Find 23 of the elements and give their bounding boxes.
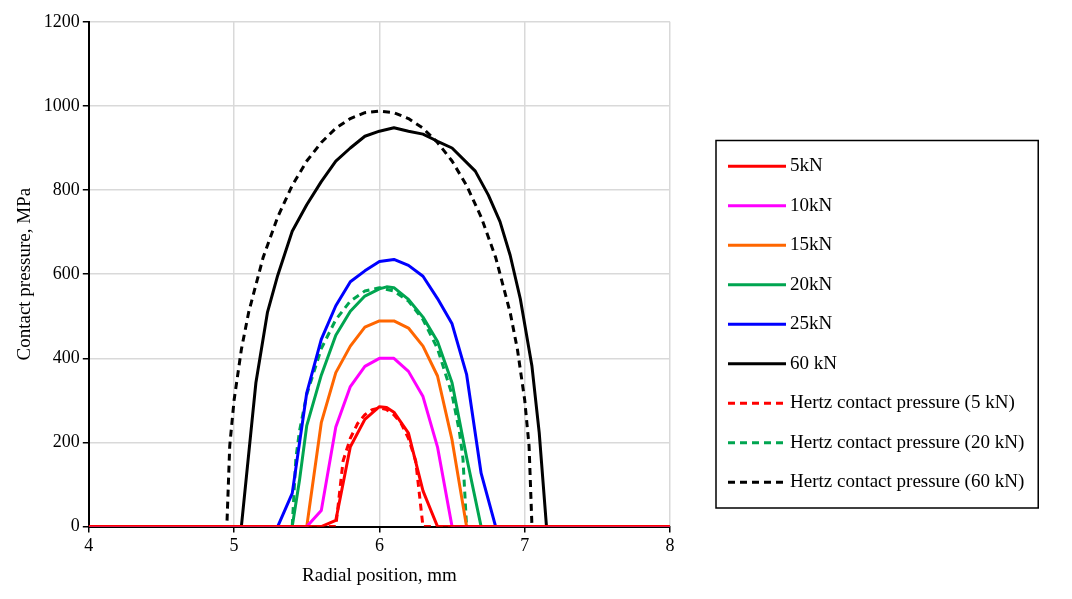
- y-tick-label: 600: [52, 262, 80, 283]
- legend-label: 5kN: [790, 154, 823, 176]
- x-axis-title: Radial position, mm: [302, 563, 457, 585]
- y-tick-label: 1000: [43, 94, 80, 115]
- legend-label: Hertz contact pressure (5 kN): [790, 391, 1015, 414]
- legend-label: 20kN: [790, 272, 833, 294]
- legend-label: 10kN: [790, 193, 833, 215]
- legend-label: Hertz contact pressure (60 kN): [790, 470, 1025, 493]
- y-tick-label: 400: [52, 347, 80, 368]
- y-tick-label: 200: [52, 431, 80, 452]
- x-tick-label: 5: [229, 535, 239, 556]
- legend-label: 15kN: [790, 233, 833, 255]
- x-tick-label: 6: [374, 535, 384, 556]
- x-tick-label: 7: [520, 535, 530, 556]
- y-tick-label: 800: [52, 178, 80, 199]
- legend-label: 60 kN: [790, 351, 838, 373]
- y-tick-label: 1200: [43, 10, 80, 31]
- x-tick-label: 8: [665, 535, 675, 556]
- x-tick-label: 4: [84, 535, 94, 556]
- y-axis-title: Contact pressure, MPa: [13, 187, 35, 361]
- legend-label: Hertz contact pressure (20 kN): [790, 430, 1025, 453]
- y-tick-label: 0: [70, 515, 80, 536]
- legend-label: 25kN: [790, 312, 833, 334]
